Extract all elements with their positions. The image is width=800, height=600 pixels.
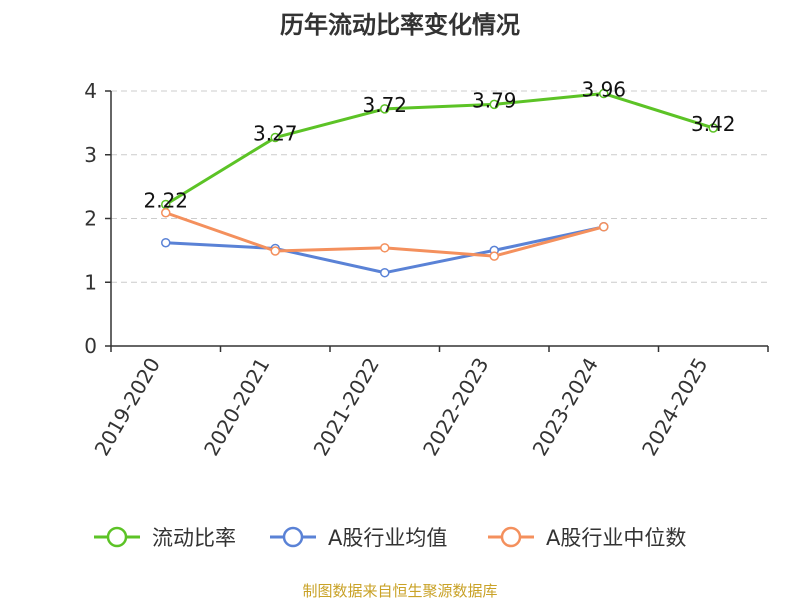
source-note: 制图数据来自恒生聚源数据库 [302,582,497,600]
data-point [161,208,171,218]
data-point [708,123,718,133]
data-point [489,99,499,110]
data-point [599,222,609,232]
y-tick-label: 3 [84,143,97,167]
grid-layer [111,90,768,283]
data-point [599,88,609,99]
legend-swatch-marker [282,526,304,548]
data-point [489,251,499,261]
legend-swatch-marker [500,526,522,548]
chart-title: 历年流动比率变化情况 [280,11,520,39]
data-point [270,132,280,143]
data-label: 3.42 [691,112,736,136]
y-tick-label: 0 [84,334,97,358]
y-tick-label: 2 [84,207,97,231]
x-tick-label: 2020-2021 [199,354,274,460]
data-label: 2.22 [143,188,188,212]
data-point [380,243,390,253]
legend-swatch-marker [106,526,128,548]
x-tick-label: 2023-2024 [528,354,603,460]
data-point [161,237,171,248]
x-tick-label: 2024-2025 [637,354,712,460]
series-line-0 [164,92,714,206]
data-point [270,246,280,256]
legend-label: 流动比率 [152,526,236,550]
x-tick-label: 2019-2020 [90,354,165,460]
axis-layer: 0 1 2 3 4 2019-2020 2020-2021 2021-2022 2022-202… [84,79,769,460]
x-tick-label: 2022-2023 [418,354,493,460]
y-tick-label: 4 [84,79,97,103]
legend-label: A股行业中位数 [546,526,686,550]
data-label: 3.79 [472,88,517,112]
series-layer [161,88,718,278]
data-label-layer: 2.22 3.27 3.72 3.79 3.96 3.42 [143,78,735,213]
legend: 流动比率 A股行业均值 A股行业中位数 [94,526,686,550]
data-point [380,267,390,278]
y-tick-label: 1 [84,270,97,294]
x-tick-label: 2021-2022 [309,354,384,460]
legend-label: A股行业均值 [328,526,447,550]
data-point [380,104,390,114]
data-label: 3.96 [581,78,626,102]
data-label: 3.72 [362,93,407,117]
data-label: 3.27 [253,122,298,146]
